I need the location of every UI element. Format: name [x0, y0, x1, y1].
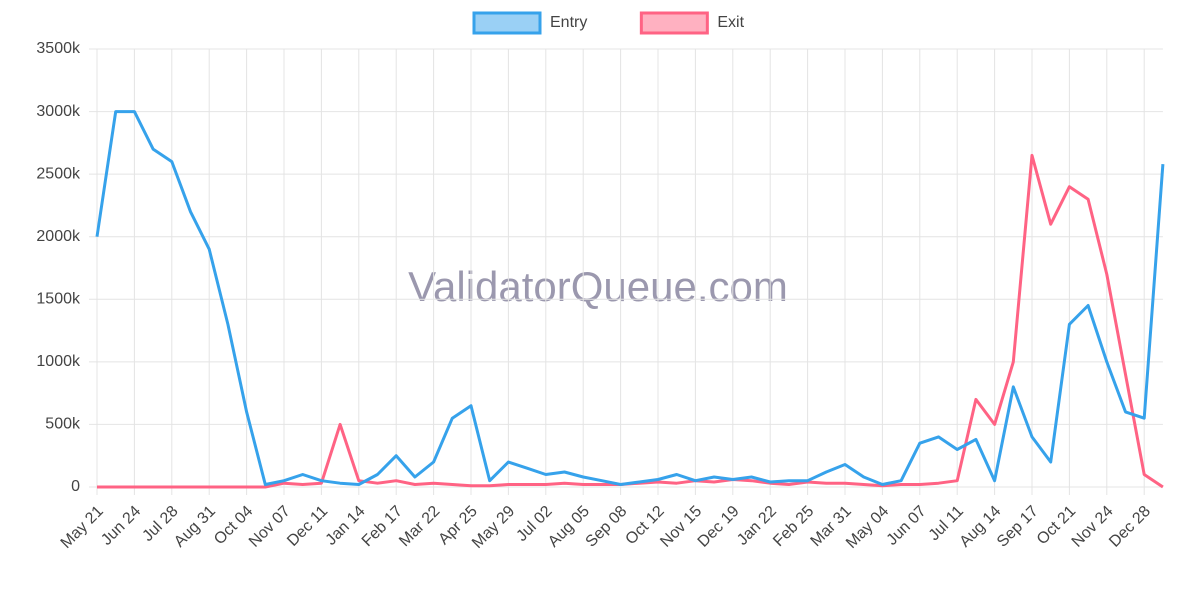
- x-tick-label: Dec 11: [284, 503, 331, 550]
- y-tick-label: 0: [71, 478, 80, 495]
- x-tick-label: Dec 28: [1106, 503, 1154, 551]
- y-tick-label: 1000k: [36, 353, 81, 370]
- y-tick-label: 2500k: [36, 165, 81, 182]
- x-tick-label: Aug 31: [171, 503, 219, 551]
- legend: Entry Exit: [472, 11, 745, 35]
- x-tick-label: Sep 08: [583, 503, 631, 551]
- x-tick-label: Nov 15: [657, 503, 705, 551]
- y-tick-label: 2000k: [36, 228, 81, 245]
- legend-swatch: [472, 11, 542, 35]
- x-tick-label: Sep 17: [994, 503, 1042, 551]
- x-tick-label: May 21: [58, 503, 107, 552]
- y-tick-label: 3500k: [36, 40, 81, 57]
- x-tick-label: Mar 22: [396, 503, 443, 550]
- legend-swatch: [639, 11, 709, 35]
- x-tick-label: Jun 24: [98, 503, 144, 549]
- x-tick-label: Jun 07: [884, 503, 930, 549]
- x-tick-label: Aug 05: [545, 503, 593, 551]
- y-tick-label: 500k: [45, 416, 81, 433]
- x-tick-label: May 29: [469, 503, 518, 552]
- legend-label: Exit: [717, 14, 744, 31]
- y-tick-label: 3000k: [36, 103, 81, 120]
- y-tick-label: 1500k: [36, 291, 81, 308]
- x-tick-label: Feb 25: [770, 503, 817, 550]
- x-tick-label: Nov 07: [246, 503, 294, 551]
- x-tick-label: May 04: [843, 503, 892, 552]
- series-line: [95, 110, 1165, 486]
- watermark: ValidatorQueue.com: [408, 263, 788, 310]
- x-tick-label: Dec 19: [695, 503, 743, 551]
- x-tick-label: Nov 24: [1069, 503, 1117, 551]
- x-tick-label: Aug 14: [957, 503, 1005, 551]
- x-tick-label: Feb 17: [359, 503, 406, 550]
- legend-label: Entry: [550, 14, 587, 31]
